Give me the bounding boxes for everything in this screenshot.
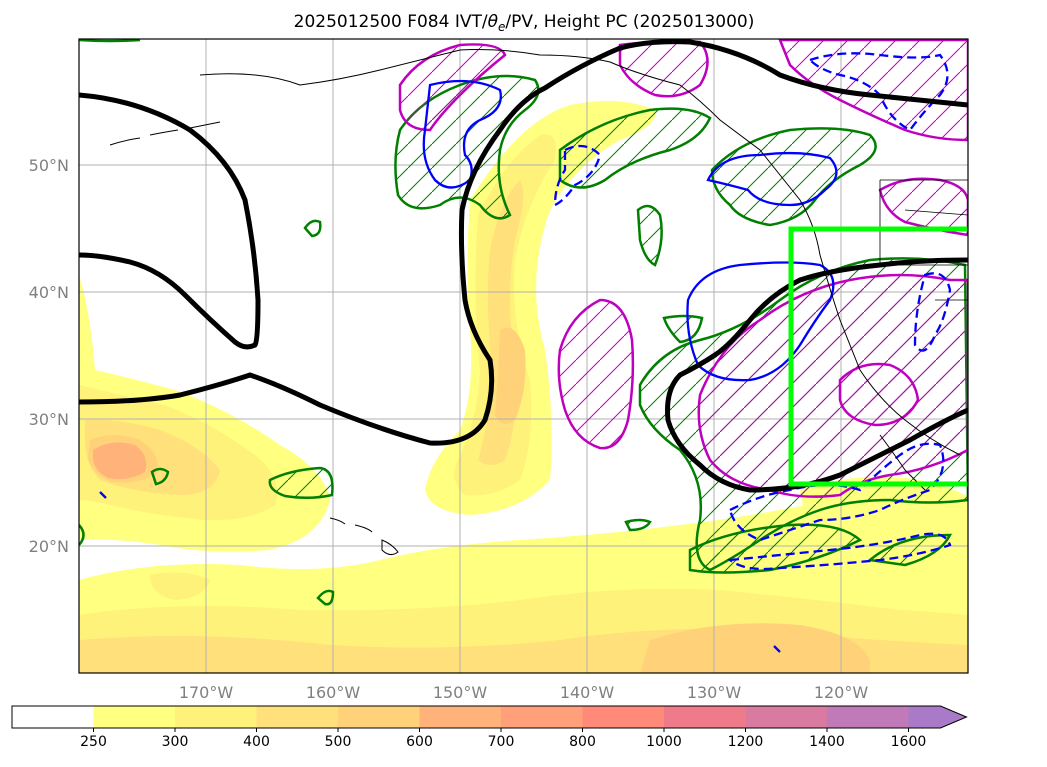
height-contours	[79, 39, 968, 493]
colorbar-tick-label: 250	[80, 734, 107, 750]
ivt-fill-central-core	[495, 327, 526, 424]
colorbar-extend-arrow	[908, 706, 967, 728]
colorbar-outline	[11, 705, 968, 729]
colorbar-tick-label: 800	[569, 734, 596, 750]
lat-tick-label: 40°N	[29, 283, 69, 302]
pv-green-east-large	[710, 127, 877, 227]
theta-e-solid-gulf	[422, 79, 502, 189]
theta-e-solid-blob-west	[99, 491, 107, 499]
lon-tick-labels: 170°W 160°W 150°W 140°W 130°W 120°W	[179, 683, 869, 702]
lon-tick-label: 170°W	[179, 683, 234, 702]
lon-tick-label: 160°W	[306, 683, 361, 702]
theta-e-dashed-north	[807, 52, 949, 132]
theta-e-dashed-central	[553, 144, 602, 207]
colorbar-tick-label: 400	[243, 734, 270, 750]
colorbar-segment	[256, 706, 339, 728]
pv-green-subtrop-f	[662, 314, 704, 344]
colorbar-segment	[338, 706, 420, 728]
pv-green-nw-canada	[558, 107, 712, 189]
pv-green-subtrop-c	[150, 467, 170, 486]
pv-magenta-central	[557, 298, 635, 450]
map-panel	[79, 39, 968, 673]
height-contour-east	[665, 257, 968, 493]
theta-e-dashed-south	[727, 532, 952, 571]
ivt-fill-southwest-blob	[150, 572, 210, 600]
pv-green-subtrop-e	[624, 518, 652, 532]
lon-tick-label: 140°W	[560, 683, 615, 702]
pv-green-top-left	[79, 39, 141, 43]
lat-tick-label: 50°N	[29, 156, 69, 175]
colorbar-segment	[745, 706, 828, 728]
theta-e-solid-blob-southwest	[773, 645, 781, 653]
colorbar-tick-label: 1600	[891, 734, 927, 750]
pv-green-central	[636, 204, 663, 267]
pv-green-subtrop-a	[268, 466, 334, 499]
colorbar-segment	[827, 706, 909, 728]
colorbar-segment	[664, 706, 746, 728]
pv-green-sw-edge	[79, 524, 85, 546]
ivt-colorbar: 250 300 400 500 600 700 800 1000 1200 1400 1600	[11, 705, 968, 750]
colorbar-tick-label: 600	[406, 734, 433, 750]
coastline-alaska	[199, 49, 961, 456]
colorbar-tick-label: 1000	[646, 734, 682, 750]
lon-tick-label: 120°W	[814, 683, 869, 702]
colorbar-tick-label: 1200	[728, 734, 764, 750]
colorbar-tick-label: 700	[488, 734, 515, 750]
height-contour-northwest	[79, 92, 261, 350]
lon-tick-label: 130°W	[687, 683, 742, 702]
pv-magenta-east-ring	[878, 177, 968, 237]
ivt-fill-south-band-core	[640, 623, 870, 673]
colorbar-segment	[175, 706, 257, 728]
theta-e-solid-central-east	[706, 151, 838, 207]
colorbar-segment	[12, 706, 94, 728]
colorbar-segment	[582, 706, 665, 728]
lat-tick-labels: 50°N 40°N 30°N 20°N	[29, 156, 69, 556]
colorbar-tick-label: 500	[325, 734, 352, 750]
us-state-borders	[879, 179, 968, 301]
pv-magenta-east-trough	[697, 273, 968, 498]
colorbar-segment	[501, 706, 583, 728]
highlight-region-box	[788, 226, 968, 487]
lat-tick-label: 20°N	[29, 537, 69, 556]
lat-tick-label: 30°N	[29, 410, 69, 429]
coastline-hawaii	[329, 517, 399, 556]
colorbar-tick-label: 1400	[809, 734, 845, 750]
chart-title: 2025012500 F084 IVT/θe/PV, Height PC (20…	[294, 12, 755, 34]
lon-tick-label: 150°W	[433, 683, 488, 702]
coastline-aleutians	[109, 121, 221, 146]
pv-green-subtrop-d	[316, 589, 335, 606]
map-frame	[78, 38, 969, 674]
pv-magenta-contours	[398, 39, 968, 498]
colorbar-tick-label: 300	[162, 734, 189, 750]
colorbar-segment	[93, 706, 176, 728]
colorbar-segment	[419, 706, 502, 728]
coastlines	[109, 49, 968, 556]
height-contour-main	[79, 39, 968, 446]
ivt-fill-west-core	[92, 442, 147, 480]
pv-green-subtrop-b	[303, 219, 322, 238]
